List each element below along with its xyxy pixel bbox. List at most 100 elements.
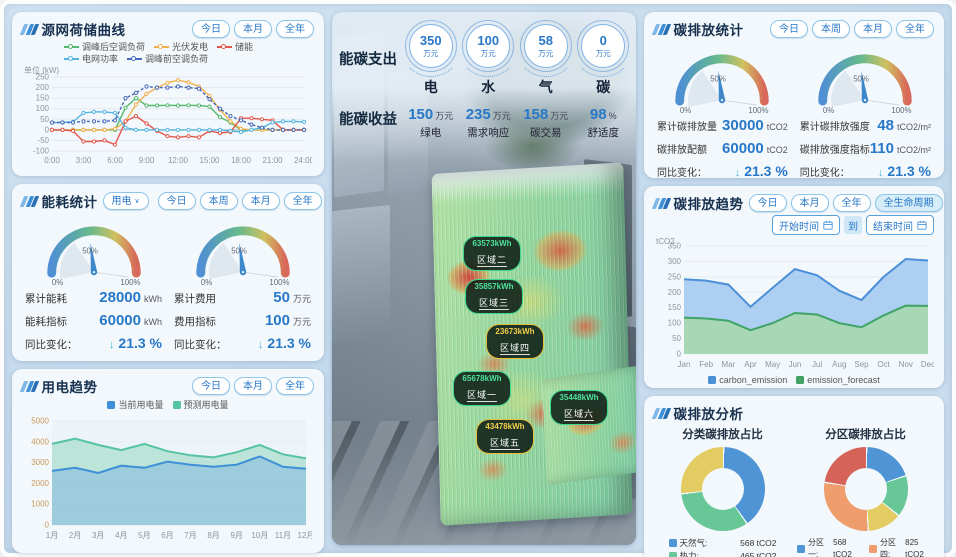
legend-item[interactable]: 储能 — [217, 41, 253, 53]
legend-item[interactable]: 电网功率 — [64, 53, 118, 65]
svg-text:5月: 5月 — [138, 531, 150, 540]
svg-text:18:00: 18:00 — [231, 156, 252, 165]
filter-button-2[interactable]: 全年 — [276, 377, 314, 396]
svg-text:21:00: 21:00 — [262, 156, 283, 165]
filter-button-2[interactable]: 本月 — [241, 192, 280, 210]
filter-button-3[interactable]: 全年 — [283, 192, 322, 210]
legend-ring-icon — [64, 55, 79, 64]
filter-button-0[interactable]: 今日 — [770, 20, 808, 38]
utility-name: 气 — [538, 79, 553, 95]
date-range-to-label: 到 — [844, 216, 862, 234]
svg-text:0%: 0% — [823, 106, 834, 115]
time-filter-buttons: 今日 本月 全年 — [192, 20, 314, 38]
filter-button-0[interactable]: 今日 — [192, 377, 230, 396]
filter-button-2[interactable]: 全年 — [276, 20, 314, 38]
donut-legend-item[interactable]: 分区四: 825 tCO2 — [869, 537, 934, 557]
svg-text:9:00: 9:00 — [139, 156, 155, 165]
svg-text:单位 (kW): 单位 (kW) — [24, 65, 59, 75]
stat-row: 费用指标 100 万元 — [174, 312, 311, 330]
filter-button-3[interactable]: 全年 — [896, 20, 934, 38]
region-tag[interactable]: 65678kWh 区域一 — [453, 371, 511, 406]
region-tag[interactable]: 35448kWh 区域六 — [550, 390, 608, 425]
legend-item[interactable]: 调峰后空调负荷 — [64, 41, 145, 53]
down-arrow-icon: ↓ — [734, 166, 741, 179]
filter-button-1[interactable]: 本月 — [234, 377, 272, 396]
utility-expense-item: 58 万元气 — [514, 20, 577, 97]
date-range-picker: 开始时间 到 结束时间 — [654, 215, 934, 235]
end-date-placeholder: 结束时间 — [873, 221, 913, 233]
legend-item[interactable]: 预测用电量 — [172, 398, 229, 411]
svg-text:tCO2: tCO2 — [656, 237, 675, 246]
svg-text:-100: -100 — [33, 147, 50, 156]
svg-text:0: 0 — [677, 350, 682, 359]
region-tag[interactable]: 35857kWh 区域三 — [465, 279, 523, 314]
filter-button-2[interactable]: 全年 — [832, 194, 871, 212]
energy-gauge-stats: 累计能耗 28000 kWh 能耗指标 60000 kWh 同比变化： ↓ 21.3 % — [22, 286, 165, 354]
svg-text:8月: 8月 — [207, 531, 219, 540]
filter-button-1[interactable]: 本周 — [199, 192, 238, 210]
panel-usage-trend: 用电趋势 今日 本月 全年 当前用电量 预测用电量 5000 4000 3000 2000 1… — [12, 369, 324, 554]
filter-button-0[interactable]: 今日 — [748, 194, 787, 212]
svg-text:24:00: 24:00 — [294, 156, 312, 165]
svg-text:50: 50 — [40, 115, 49, 124]
yoy-row: 同比变化： ↓ 21.3 % — [657, 161, 788, 183]
svg-text:6:00: 6:00 — [107, 156, 123, 165]
panel-title: 能耗统计 — [41, 195, 98, 210]
svg-text:9月: 9月 — [230, 531, 242, 540]
donut-legend-item[interactable]: 分区一: 568 tCO2 — [797, 537, 862, 557]
svg-text:3000: 3000 — [31, 458, 49, 467]
filter-button-3[interactable]: 全生命周期 — [874, 194, 943, 212]
zone-donut-block: 分区碳排放占比 分区一:568 tCO2分区二:465 tCO2分区三:385 … — [797, 425, 934, 557]
svg-text:Apr: Apr — [744, 360, 757, 369]
end-date-input[interactable]: 结束时间 — [866, 215, 934, 235]
legend-ring-icon — [154, 43, 170, 52]
legend-item[interactable]: 当前用电量 — [107, 398, 164, 411]
emission-gauge-block: 50% 0% 100% 累计碳排放量 30000 tCO2 碳排放配额 60000 tCO2 同… — [654, 41, 791, 182]
energy-type-dropdown[interactable]: 用电 ∨ — [102, 192, 149, 210]
filter-button-1[interactable]: 本周 — [812, 20, 850, 38]
svg-text:350: 350 — [668, 242, 682, 251]
utility-name: 碳 — [596, 79, 611, 95]
legend-item[interactable]: carbon_emission — [708, 375, 787, 385]
income-item: 150 万元 绿电 — [408, 106, 454, 139]
svg-text:3:00: 3:00 — [76, 156, 92, 165]
legend-item[interactable]: 光伏发电 — [154, 41, 208, 53]
filter-button-1[interactable]: 本月 — [234, 20, 272, 38]
region-tag[interactable]: 63573kWh 区域二 — [463, 236, 521, 271]
filter-button-1[interactable]: 本月 — [790, 194, 829, 212]
svg-text:4月: 4月 — [115, 531, 127, 540]
donut-legend-item[interactable]: 热力: 465 tCO2 — [668, 550, 777, 557]
svg-text:150: 150 — [668, 303, 682, 312]
svg-text:100%: 100% — [749, 106, 769, 115]
filter-button-2[interactable]: 本月 — [854, 20, 892, 38]
panel-energy-stats: 能耗统计 用电 ∨ 今日 本周 本月 全年 50% 0% 100% 累计能耗 28000 kW… — [12, 184, 324, 362]
yoy-row: 同比变化： ↓ 21.3 % — [25, 333, 162, 355]
start-date-input[interactable]: 开始时间 — [772, 215, 840, 235]
svg-text:2月: 2月 — [69, 531, 81, 540]
legend-item[interactable]: 调峰前空调负荷 — [127, 53, 208, 65]
filter-button-0[interactable]: 今日 — [192, 20, 230, 38]
svg-text:11月: 11月 — [275, 531, 291, 540]
region-tag[interactable]: 23673kWh 区域四 — [486, 324, 544, 359]
legend-swatch-icon — [107, 400, 116, 409]
svg-text:12月: 12月 — [298, 531, 312, 540]
panel-source-grid-load-storage: 源网荷储曲线 今日 本月 全年 调峰后空调负荷 光伏发电 储能 电网功率 调峰前空调负荷 2… — [12, 12, 324, 176]
svg-text:0: 0 — [45, 521, 50, 530]
svg-text:Jan: Jan — [678, 360, 691, 369]
legend-ring-icon — [127, 55, 143, 64]
region-tag[interactable]: 43478kWh 区域五 — [476, 419, 534, 454]
dashed-arc-icon — [457, 15, 520, 77]
time-filter-buttons: 今日 本周 本月 全年 — [770, 20, 934, 38]
svg-text:Sep: Sep — [854, 360, 869, 369]
stat-row: 累计费用 50 万元 — [174, 289, 311, 306]
svg-text:Aug: Aug — [832, 360, 846, 369]
energy-gauge-block: 50% 0% 100% 累计能耗 28000 kWh 能耗指标 60000 kWh 同比变化： ↓… — [22, 213, 165, 354]
donut-legend-item[interactable]: 天然气: 568 tCO2 — [668, 537, 777, 550]
filter-button-0[interactable]: 今日 — [157, 192, 196, 210]
legend-item[interactable]: emission_forecast — [796, 375, 880, 385]
expense-circle: 100 万元 — [457, 20, 520, 77]
panel-carbon-trend: 碳排放趋势 今日 本月 全年 全生命周期 开始时间 到 结束时间 — [644, 186, 944, 388]
